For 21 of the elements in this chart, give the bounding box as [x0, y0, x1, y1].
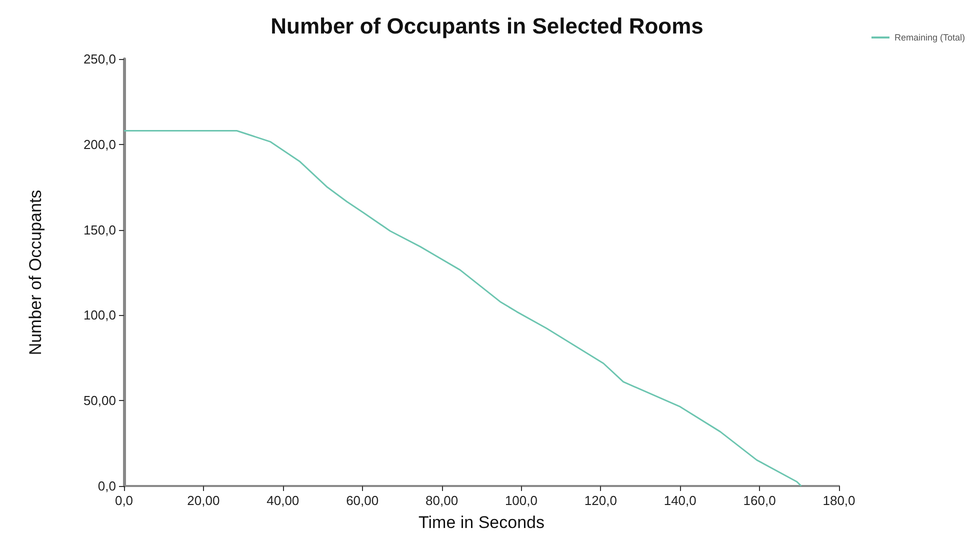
y-tick-label: 250,0 [83, 52, 116, 66]
chart-title: Number of Occupants in Selected Rooms [270, 14, 704, 38]
x-tick-label: 160,0 [743, 493, 776, 508]
y-tick-label: 200,0 [83, 136, 116, 152]
y-tick-label: 50,00 [83, 393, 116, 408]
line-series [123, 130, 802, 487]
x-tick-label: 60,00 [346, 493, 379, 508]
x-tick-label: 80,00 [426, 493, 458, 508]
x-axis-title: Time in Seconds [418, 513, 544, 532]
x-tick-label: 20,00 [187, 493, 220, 508]
y-tick-label: 100,0 [83, 308, 116, 323]
x-tick-label: 40,00 [266, 493, 300, 508]
y-axis-title: Number of Occupants [26, 190, 45, 356]
x-tick-label: 100,0 [504, 493, 538, 508]
y-tick-label: 0,0 [98, 478, 116, 494]
x-tick-label: 0,0 [114, 493, 134, 508]
x-tick-label: 180,0 [822, 493, 856, 508]
legend-label: Remaining (Total) [894, 32, 966, 42]
y-tick-label: 150,0 [83, 222, 116, 238]
x-tick-label: 140,0 [664, 493, 696, 508]
x-tick-label: 120,0 [584, 493, 617, 508]
